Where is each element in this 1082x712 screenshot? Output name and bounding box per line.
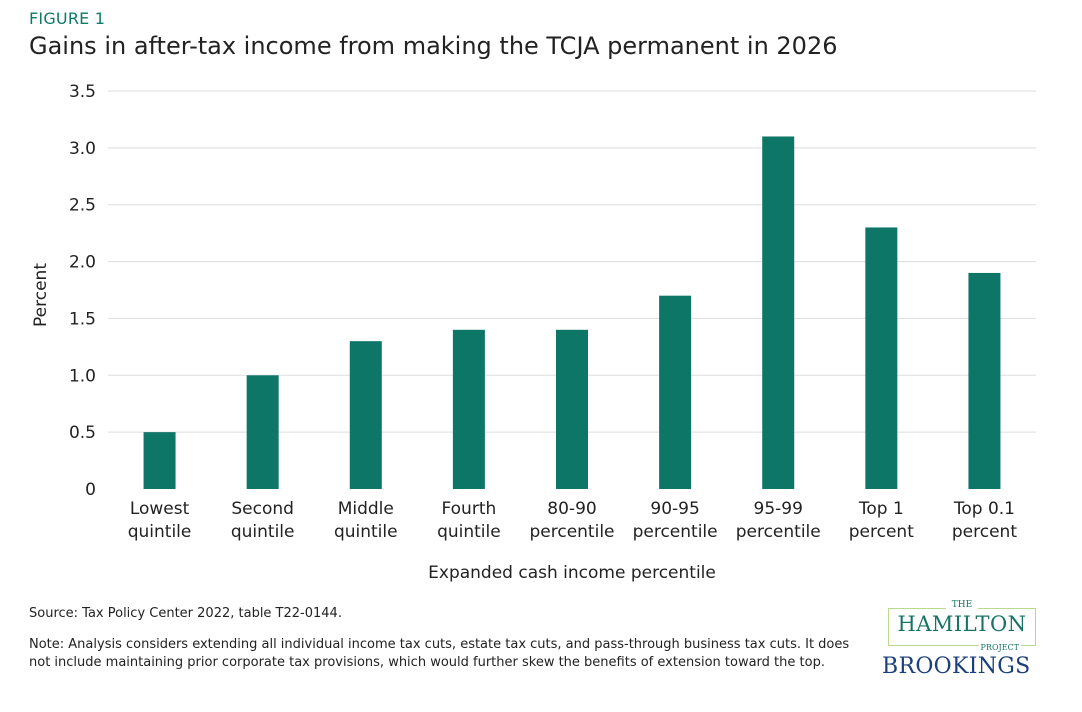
x-tick-label: Fourth <box>441 499 496 519</box>
bar-chart: 0 0.5 1.0 1.5 2.0 2.5 3.0 3.5 Lowest quintile Seco… <box>31 82 1036 583</box>
x-tick-label: percent <box>952 522 1017 542</box>
x-tick-label: quintile <box>128 522 192 542</box>
y-tick-label: 1.5 <box>69 309 96 329</box>
x-tick-label: percent <box>849 522 914 542</box>
x-tick-label: Lowest <box>130 499 190 519</box>
logo-text: PROJECT <box>978 643 1021 652</box>
bar <box>865 227 898 489</box>
x-tick-label: quintile <box>231 522 295 542</box>
logo-text: HAMILTON <box>897 612 1027 636</box>
y-tick-label: 3.5 <box>69 82 96 102</box>
brookings-logo: BROOKINGS <box>882 654 1031 679</box>
hamilton-project-logo: THE HAMILTON PROJECT <box>888 600 1036 652</box>
x-tick-label: quintile <box>334 522 398 542</box>
bar <box>659 295 692 489</box>
y-tick-label: 2.0 <box>69 253 96 273</box>
x-tick-label: 80-90 <box>547 499 596 519</box>
x-tick-label: Top 1 <box>858 499 904 519</box>
y-tick-label: 2.5 <box>69 196 96 216</box>
y-tick-label: 0 <box>85 480 96 500</box>
y-axis-label: Percent <box>31 263 51 327</box>
bar <box>452 329 485 489</box>
bar <box>968 272 1001 489</box>
x-tick-label: percentile <box>633 522 718 542</box>
logos: THE HAMILTON PROJECT BROOKINGS <box>880 600 1040 679</box>
logo-text: THE <box>946 600 978 610</box>
x-tick-label: percentile <box>736 522 821 542</box>
x-tick-label: percentile <box>529 522 614 542</box>
x-tick-label: 90-95 <box>650 499 699 519</box>
bar <box>246 375 279 489</box>
figure-label: FIGURE 1 <box>29 9 106 28</box>
source-note: Source: Tax Policy Center 2022, table T2… <box>29 606 342 621</box>
chart-title: Gains in after-tax income from making th… <box>29 32 838 60</box>
y-tick-label: 1.0 <box>69 366 96 386</box>
y-tick-label: 3.0 <box>69 139 96 159</box>
x-tick-label: Second <box>231 499 294 519</box>
footnote: Note: Analysis considers extending all i… <box>29 637 850 670</box>
bar <box>556 329 588 489</box>
x-axis-label: Expanded cash income percentile <box>428 563 716 583</box>
x-tick-label: Middle <box>338 499 394 519</box>
bar <box>762 136 795 489</box>
bar <box>143 432 176 489</box>
bar <box>349 341 382 489</box>
x-tick-label: quintile <box>437 522 501 542</box>
x-tick-label: 95-99 <box>754 499 803 519</box>
x-tick-label: Top 0.1 <box>953 499 1015 519</box>
y-tick-label: 0.5 <box>69 423 96 443</box>
